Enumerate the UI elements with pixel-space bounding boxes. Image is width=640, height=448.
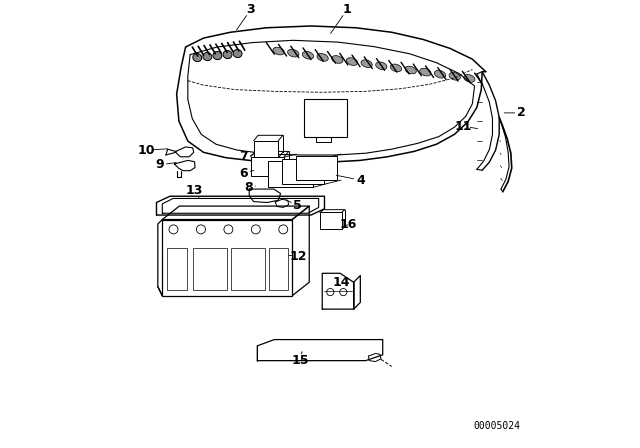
- Text: 5: 5: [293, 198, 302, 212]
- Ellipse shape: [223, 51, 232, 59]
- Text: 4: 4: [356, 173, 365, 187]
- Text: 1: 1: [342, 3, 351, 17]
- Bar: [251, 157, 284, 176]
- Text: 2: 2: [517, 106, 526, 120]
- Ellipse shape: [332, 56, 343, 63]
- Text: 3: 3: [246, 3, 255, 17]
- Text: 7: 7: [239, 150, 248, 164]
- Text: 8: 8: [244, 181, 253, 194]
- Bar: [231, 248, 266, 290]
- Ellipse shape: [233, 49, 242, 58]
- Bar: [269, 248, 288, 290]
- Ellipse shape: [346, 58, 358, 65]
- Bar: [193, 248, 227, 290]
- Ellipse shape: [376, 62, 387, 69]
- Text: 00005024: 00005024: [474, 422, 520, 431]
- Ellipse shape: [317, 53, 328, 61]
- Ellipse shape: [464, 74, 475, 82]
- Ellipse shape: [390, 64, 402, 72]
- Bar: [253, 141, 278, 158]
- Ellipse shape: [193, 53, 202, 62]
- Bar: [282, 159, 324, 184]
- Text: 9: 9: [156, 158, 164, 172]
- Text: 10: 10: [138, 143, 155, 157]
- Bar: [296, 156, 337, 180]
- Ellipse shape: [213, 52, 222, 60]
- Text: 12: 12: [290, 250, 307, 263]
- Ellipse shape: [287, 49, 299, 57]
- Text: 16: 16: [339, 218, 356, 232]
- Text: 13: 13: [186, 184, 204, 197]
- Bar: [320, 212, 342, 229]
- Ellipse shape: [405, 66, 416, 74]
- Bar: [269, 161, 314, 187]
- Ellipse shape: [361, 60, 372, 68]
- Bar: [167, 248, 187, 290]
- Text: 11: 11: [454, 120, 472, 133]
- Ellipse shape: [302, 52, 314, 59]
- Ellipse shape: [273, 47, 284, 55]
- Ellipse shape: [203, 52, 212, 60]
- Ellipse shape: [420, 68, 431, 76]
- Text: 14: 14: [333, 276, 350, 289]
- Text: 6: 6: [239, 167, 248, 181]
- Bar: [163, 220, 292, 296]
- Ellipse shape: [449, 73, 460, 80]
- Bar: [305, 99, 347, 137]
- Text: 15: 15: [291, 354, 308, 367]
- Ellipse shape: [435, 70, 445, 78]
